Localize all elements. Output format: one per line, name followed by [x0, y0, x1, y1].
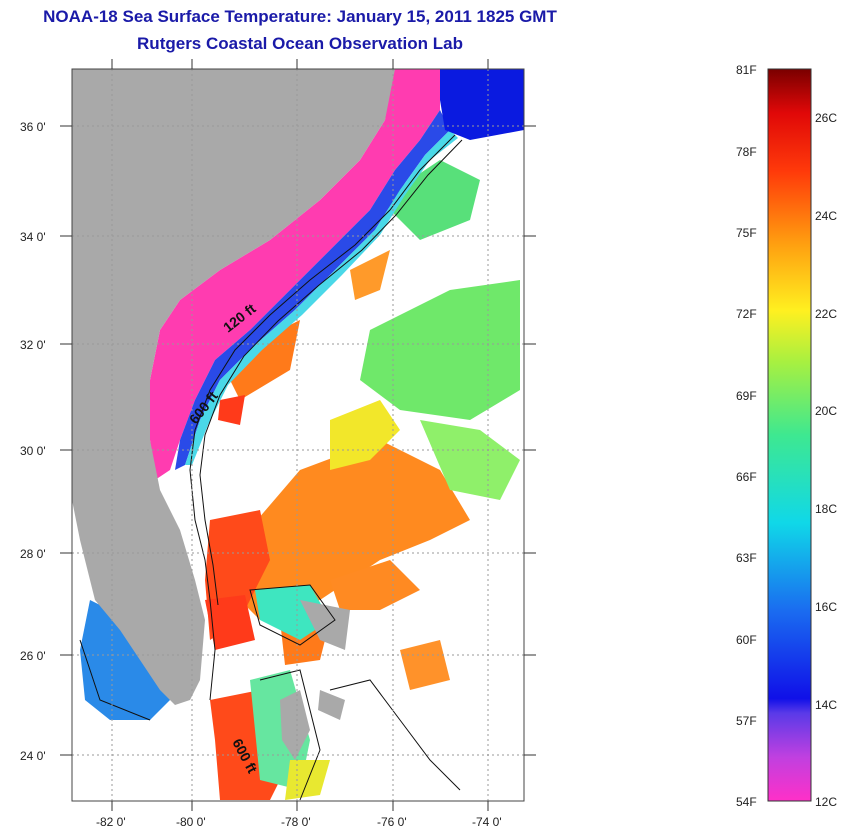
colorbar-f-72: 72F	[736, 307, 757, 321]
colorbar-f-63: 63F	[736, 551, 757, 565]
sst-patch-green-near-shelf	[380, 160, 480, 240]
colorbar-f-60: 60F	[736, 633, 757, 647]
sst-patch-orange-ne	[350, 250, 390, 300]
sst-patch-green-north	[360, 280, 520, 420]
colorbar-f-54: 54F	[736, 795, 757, 809]
colorbar-c-14: 14C	[815, 698, 837, 712]
colorbar-f-69: 69F	[736, 389, 757, 403]
sst-patch-red-small	[218, 395, 245, 425]
lat-label-36: 36 0'	[20, 120, 46, 134]
map-title: NOAA-18 Sea Surface Temperature: January…	[43, 7, 557, 26]
lat-label-32: 32 0'	[20, 338, 46, 352]
colorbar-c-12: 12C	[815, 795, 837, 809]
sst-cold-shelf-blue	[175, 110, 450, 470]
sst-patch-orange-se	[330, 560, 420, 610]
lon-label-76: -76 0'	[377, 815, 407, 829]
land-andros-island	[280, 690, 310, 760]
sst-gulf-blue	[80, 600, 170, 720]
axis-ticks	[60, 59, 536, 811]
colorbar-f-81: 81F	[736, 63, 757, 77]
sst-cold-shelf-pink	[150, 69, 440, 480]
colorbar-f-66: 66F	[736, 470, 757, 484]
sst-patch-yellow	[330, 400, 400, 470]
sst-patch-straits-red	[205, 595, 255, 650]
colorbar-f-78: 78F	[736, 145, 757, 159]
sst-cold-ne-blue	[440, 69, 524, 140]
lat-label-28: 28 0'	[20, 547, 46, 561]
sst-shelf-edge-cyan	[185, 130, 458, 465]
colorbar-c-24: 24C	[815, 209, 837, 223]
colorbar-c-26: 26C	[815, 111, 837, 125]
colorbar-f-labels: 81F 78F 75F 72F 69F 66F 63F 60F 57F 54F	[736, 63, 757, 809]
lon-label-82: -82 0'	[96, 815, 126, 829]
sst-patch-orange-shelfbreak	[230, 320, 300, 400]
sst-patch-orange-ls	[400, 640, 450, 690]
land-grand-bahama	[300, 600, 350, 650]
colorbar-c-20: 20C	[815, 404, 837, 418]
colorbar-c-16: 16C	[815, 600, 837, 614]
land-eleuthera	[318, 690, 345, 720]
sst-patch-warm-center	[230, 440, 470, 620]
lat-label-24: 24 0'	[20, 749, 46, 763]
lon-label-74: -74 0'	[472, 815, 502, 829]
map-frame	[71, 68, 525, 802]
colorbar-c-22: 22C	[815, 307, 837, 321]
colorbar-f-57: 57F	[736, 714, 757, 728]
sst-patch-green-east	[420, 420, 520, 500]
map-subtitle: Rutgers Coastal Ocean Observation Lab	[137, 34, 463, 53]
lat-label-34: 34 0'	[20, 230, 46, 244]
lat-label-26: 26 0'	[20, 649, 46, 663]
sst-patch-bahama-bank	[255, 585, 330, 640]
land-north-america	[72, 69, 395, 705]
graticule	[72, 69, 524, 801]
colorbar-gradient	[767, 68, 812, 802]
lon-label-78: -78 0'	[281, 815, 311, 829]
lon-label-80: -80 0'	[176, 815, 206, 829]
colorbar-c-18: 18C	[815, 502, 837, 516]
depth-contours	[79, 134, 463, 801]
colorbar-c-labels: 26C 24C 22C 20C 18C 16C 14C 12C	[815, 111, 837, 809]
lat-label-30: 30 0'	[20, 444, 46, 458]
colorbar-f-75: 75F	[736, 226, 757, 240]
